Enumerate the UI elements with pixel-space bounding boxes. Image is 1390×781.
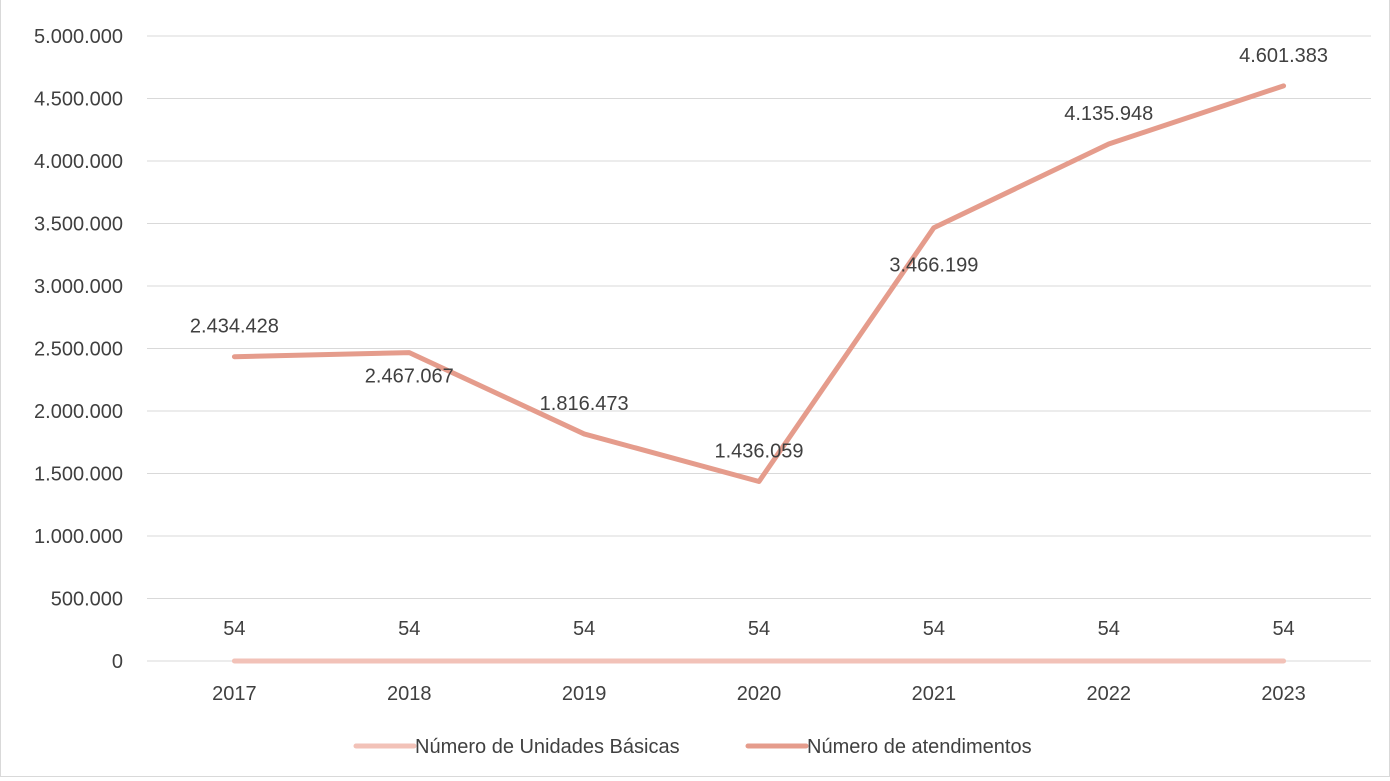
x-tick-label: 2022 <box>1086 683 1131 705</box>
y-tick-label: 5.000.000 <box>34 26 123 48</box>
data-label-atendimentos: 2.434.428 <box>190 316 279 338</box>
x-tick-label: 2021 <box>912 683 957 705</box>
y-tick-label: 1.500.000 <box>34 464 123 486</box>
y-tick-label: 3.500.000 <box>34 214 123 236</box>
data-label-atendimentos: 1.436.059 <box>715 440 804 462</box>
series-lines <box>231 83 1287 664</box>
y-tick-label: 3.000.000 <box>34 276 123 298</box>
y-tick-label: 4.500.000 <box>34 89 123 111</box>
x-tick-label: 2020 <box>737 683 782 705</box>
legend-label: Número de atendimentos <box>807 736 1032 758</box>
legend-label: Número de Unidades Básicas <box>415 736 680 758</box>
data-labels: 54 54 54 54 54 54 54 2.434.428 2.467.067 1.816.47… <box>190 45 1328 640</box>
x-axis: 2017 2018 2019 2020 2021 2022 2023 <box>212 683 1306 705</box>
y-tick-label: 2.000.000 <box>34 401 123 423</box>
x-tick-label: 2019 <box>562 683 607 705</box>
series-line-atendimentos <box>231 83 1287 484</box>
data-label-unidades: 54 <box>748 618 770 640</box>
grid-lines <box>147 35 1371 662</box>
x-tick-label: 2017 <box>212 683 257 705</box>
legend: Número de Unidades Básicas Número de aten… <box>353 736 1032 758</box>
data-label-unidades: 54 <box>398 618 420 640</box>
y-tick-label: 1.000.000 <box>34 526 123 548</box>
data-label-unidades: 54 <box>923 618 945 640</box>
data-label-unidades: 54 <box>573 618 595 640</box>
data-label-atendimentos: 4.135.948 <box>1064 103 1153 125</box>
data-label-atendimentos: 3.466.199 <box>889 255 978 277</box>
y-axis: 0 500.000 1.000.000 1.500.000 2.000.000 2.500… <box>34 26 123 673</box>
y-tick-label: 500.000 <box>51 589 123 611</box>
data-label-unidades: 54 <box>223 618 245 640</box>
x-tick-label: 2018 <box>387 683 432 705</box>
y-tick-label: 2.500.000 <box>34 339 123 361</box>
data-label-atendimentos: 1.816.473 <box>540 393 629 415</box>
data-label-unidades: 54 <box>1098 618 1120 640</box>
data-label-atendimentos: 2.467.067 <box>365 366 454 388</box>
data-label-unidades: 54 <box>1272 618 1294 640</box>
y-tick-label: 0 <box>112 651 123 673</box>
data-label-atendimentos: 4.601.383 <box>1239 45 1328 67</box>
x-tick-label: 2023 <box>1261 683 1306 705</box>
y-tick-label: 4.000.000 <box>34 151 123 173</box>
